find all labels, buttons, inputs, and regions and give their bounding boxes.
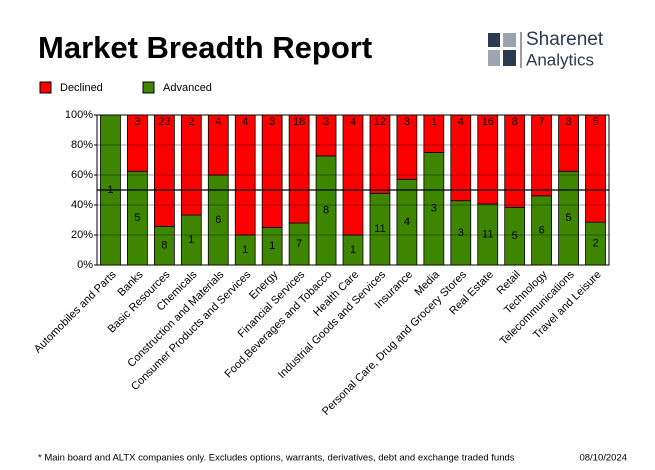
data-label: 1 bbox=[188, 234, 194, 246]
x-tick-label: Automobiles and Parts bbox=[32, 268, 119, 355]
data-label: 3 bbox=[134, 116, 140, 128]
logo-icon bbox=[488, 50, 500, 66]
data-label: 11 bbox=[482, 228, 493, 240]
data-label: 5 bbox=[134, 212, 140, 224]
data-label: 18 bbox=[293, 116, 305, 128]
logo-icon bbox=[503, 33, 516, 47]
data-label: 4 bbox=[215, 116, 221, 128]
data-label: 3 bbox=[404, 116, 410, 128]
data-label: 3 bbox=[458, 227, 464, 239]
data-label: 6 bbox=[539, 224, 545, 236]
bar-segment bbox=[153, 114, 175, 227]
data-label: 4 bbox=[404, 216, 410, 228]
data-label: 8 bbox=[323, 204, 329, 216]
chart-title: Market Breadth Report bbox=[38, 30, 372, 65]
data-label: 4 bbox=[242, 116, 248, 128]
y-tick-label: 40% bbox=[71, 199, 93, 211]
data-label: 4 bbox=[350, 116, 356, 128]
data-label: 3 bbox=[323, 116, 329, 128]
bar-segment bbox=[180, 114, 202, 216]
logo-text: Analytics bbox=[526, 50, 594, 69]
data-label: 7 bbox=[539, 116, 545, 128]
footnote: * Main board and ALTX companies only. Ex… bbox=[38, 453, 515, 464]
data-label: 16 bbox=[482, 116, 494, 128]
logo-text: Sharenet bbox=[526, 29, 604, 50]
bar-segment bbox=[288, 114, 310, 224]
data-label: 23 bbox=[158, 116, 170, 128]
data-label: 5 bbox=[512, 230, 518, 242]
data-label: 6 bbox=[215, 214, 221, 226]
data-label: 1 bbox=[431, 116, 437, 128]
data-label: 12 bbox=[374, 116, 386, 128]
data-label: 8 bbox=[161, 240, 167, 252]
logo-icon bbox=[488, 33, 500, 47]
data-label: 3 bbox=[269, 116, 275, 128]
legend-label: Advanced bbox=[163, 82, 212, 94]
bar-segment bbox=[585, 114, 606, 223]
data-label: 5 bbox=[566, 212, 572, 224]
data-label: 4 bbox=[458, 116, 464, 128]
data-label: 11 bbox=[374, 223, 385, 235]
data-label: 5 bbox=[592, 116, 598, 128]
data-label: 3 bbox=[566, 116, 572, 128]
legend-label: Declined bbox=[60, 82, 103, 94]
data-label: 1 bbox=[269, 240, 275, 252]
bar-segment bbox=[261, 114, 283, 228]
data-label: 7 bbox=[296, 238, 302, 250]
logo: Sharenet Analytics bbox=[488, 29, 604, 69]
data-label: 1 bbox=[350, 244, 356, 256]
logo-icon bbox=[503, 50, 516, 66]
data-label: 2 bbox=[188, 116, 194, 128]
y-tick-label: 100% bbox=[65, 109, 93, 121]
data-label: 1 bbox=[242, 244, 248, 256]
date: 08/10/2024 bbox=[579, 453, 627, 464]
data-label: 3 bbox=[431, 203, 437, 215]
data-label: 8 bbox=[512, 116, 518, 128]
bar-segment bbox=[504, 114, 526, 208]
y-tick-label: 80% bbox=[71, 139, 93, 151]
legend-swatch bbox=[142, 81, 155, 94]
legend-swatch bbox=[39, 81, 52, 94]
data-label: 2 bbox=[592, 237, 598, 249]
y-tick-label: 0% bbox=[77, 259, 93, 271]
y-tick-label: 20% bbox=[71, 229, 93, 241]
y-tick-label: 60% bbox=[71, 169, 93, 181]
